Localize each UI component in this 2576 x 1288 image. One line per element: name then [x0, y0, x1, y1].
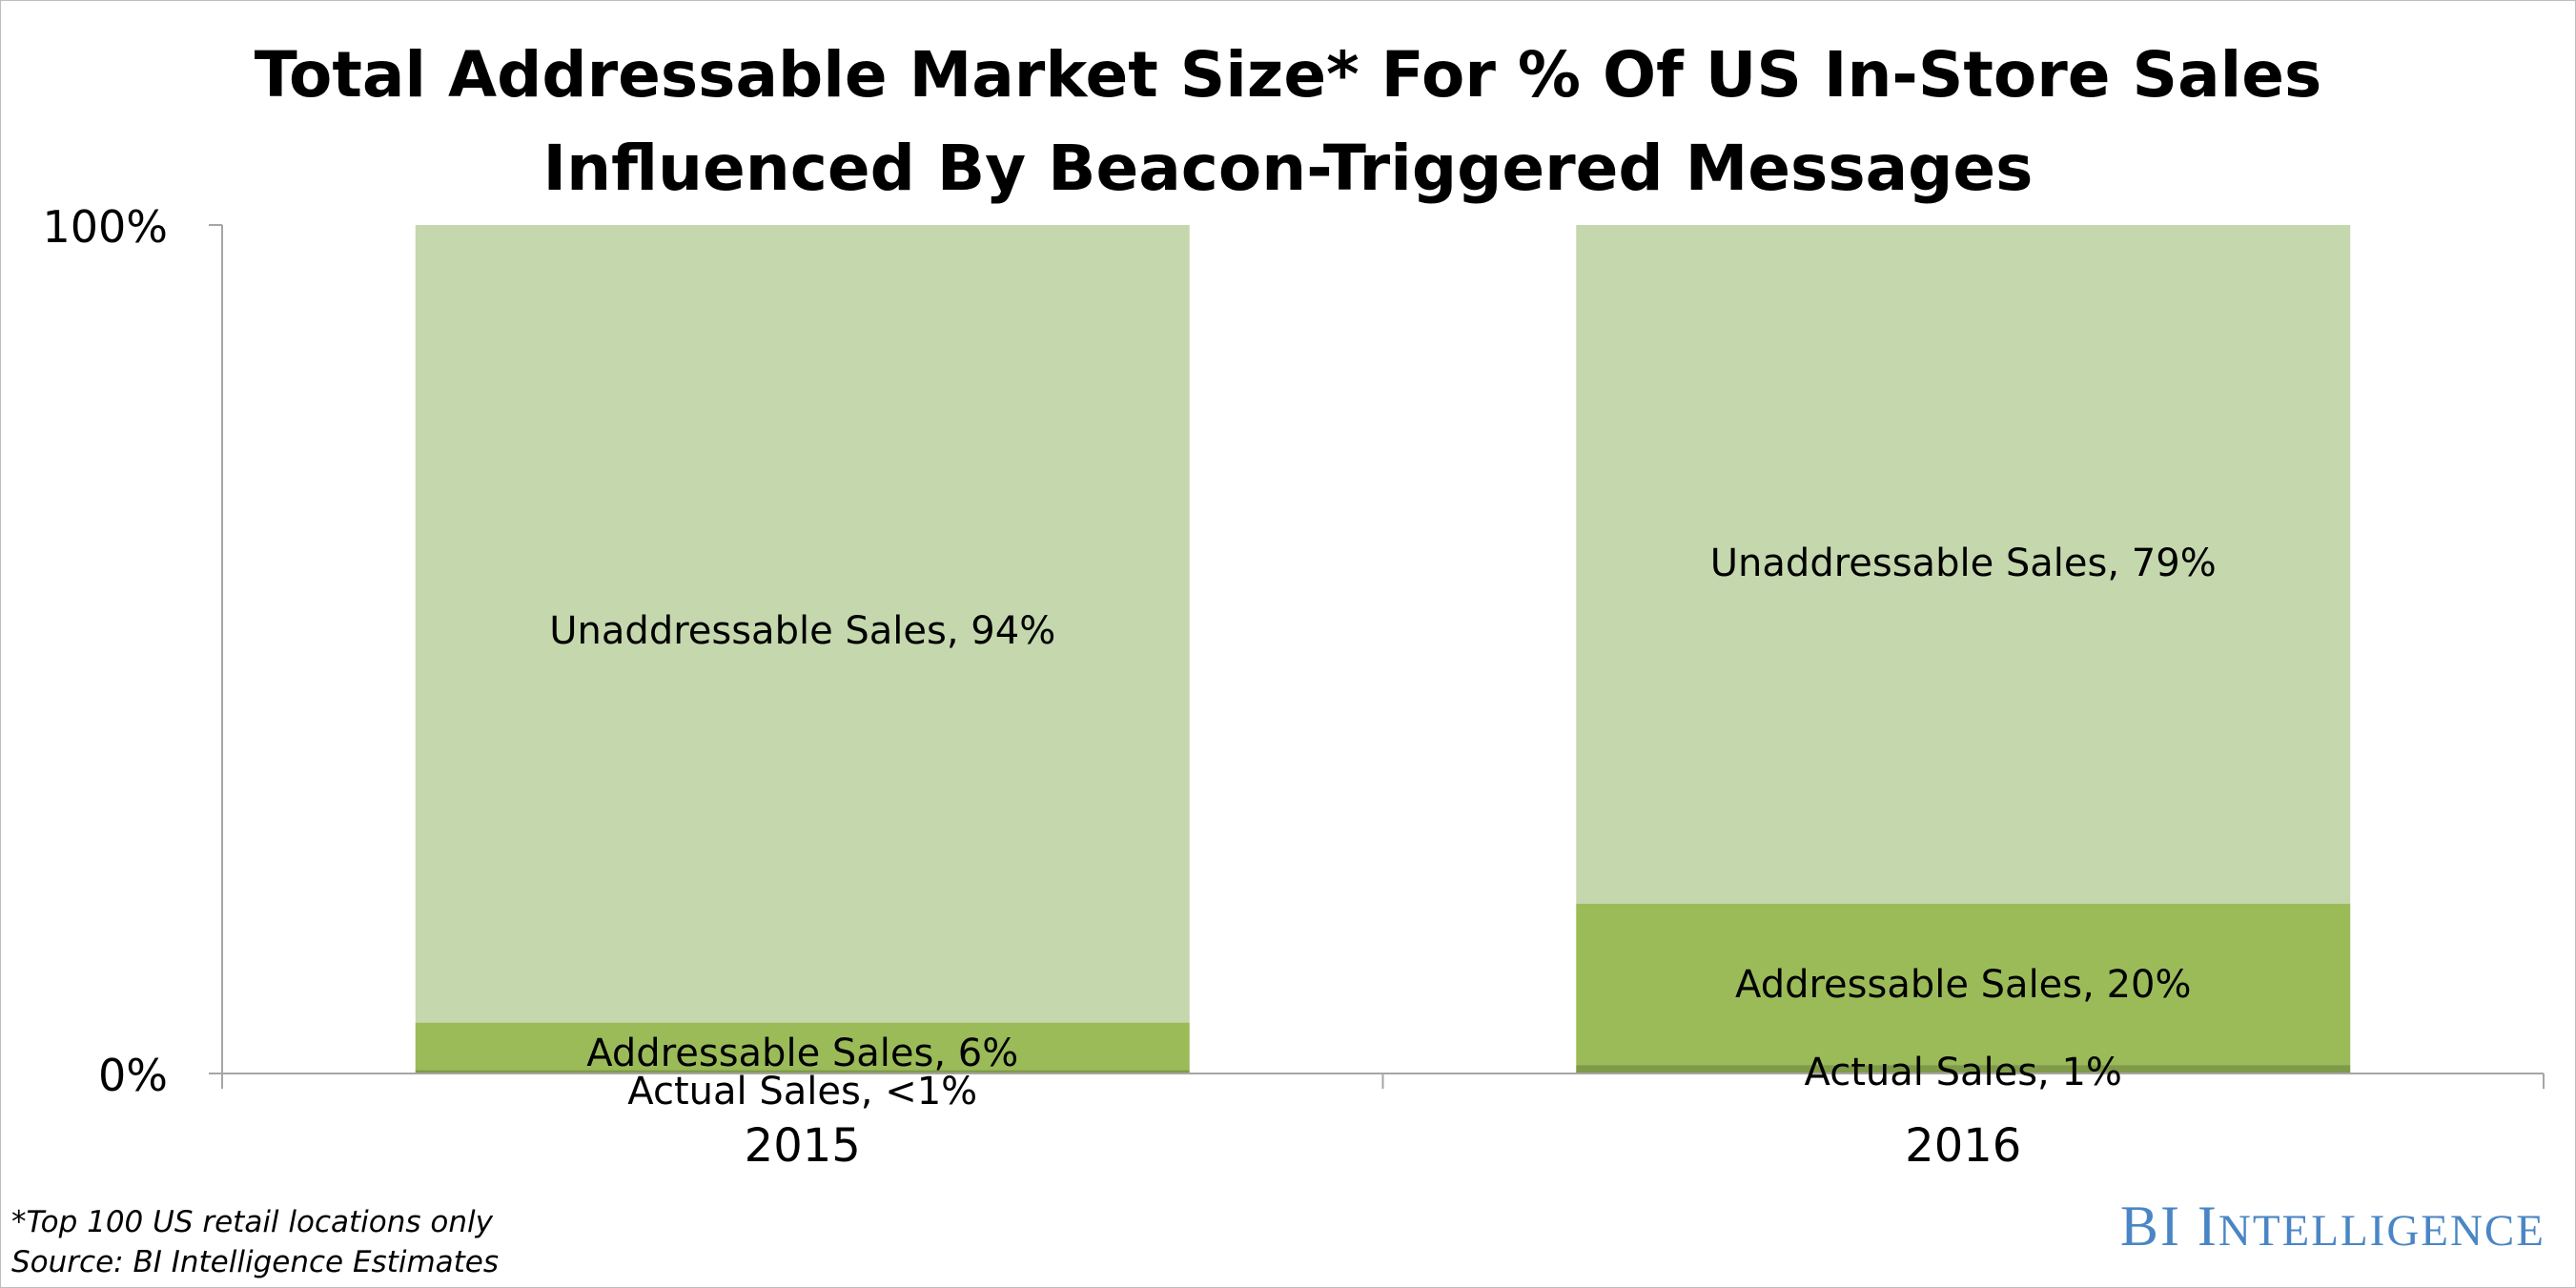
footnote-scope: *Top 100 US retail locations only	[11, 1205, 493, 1239]
data-label-addressable-2016: Addressable Sales, 20%	[1735, 963, 2191, 1007]
chart-title-line-2: Influenced By Beacon-Triggered Messages	[542, 132, 2034, 205]
x-tick-label-2015: 2015	[745, 1119, 861, 1173]
data-label-actual-2016: Actual Sales, 1%	[1805, 1051, 2122, 1094]
y-tick-label-100: 100%	[42, 201, 168, 253]
bar-addressable-2016	[1576, 904, 2351, 1066]
footnote-source: Source: BI Intelligence Estimates	[11, 1245, 500, 1279]
y-tick-label-0: 0%	[98, 1050, 168, 1101]
data-label-actual-2015: Actual Sales, <1%	[627, 1070, 977, 1114]
logo-word-rest: NTELLIGENCE	[2218, 1206, 2545, 1256]
chart-title: Total Addressable Market Size* For % Of …	[0, 29, 2576, 215]
chart-title-line-1: Total Addressable Market Size* For % Of …	[254, 38, 2322, 112]
data-label-unaddressable-2015: Unaddressable Sales, 94%	[549, 609, 1055, 653]
bar-actual-2015	[415, 1070, 1190, 1073]
data-label-addressable-2015: Addressable Sales, 6%	[586, 1032, 1018, 1075]
bar-addressable-2015	[415, 1022, 1190, 1071]
data-label-unaddressable-2016: Unaddressable Sales, 79%	[1710, 542, 2217, 585]
logo-initial: I	[2197, 1195, 2218, 1257]
bar-actual-2016	[1576, 1065, 2351, 1073]
bar-unaddressable-2016	[1576, 225, 2351, 904]
bar-unaddressable-2015	[415, 225, 1190, 1023]
logo-word-bi: BI	[2119, 1195, 2198, 1257]
x-tick-label-2016: 2016	[1905, 1119, 2021, 1173]
bi-intelligence-logo: BI INTELLIGENCE	[2120, 1194, 2545, 1259]
